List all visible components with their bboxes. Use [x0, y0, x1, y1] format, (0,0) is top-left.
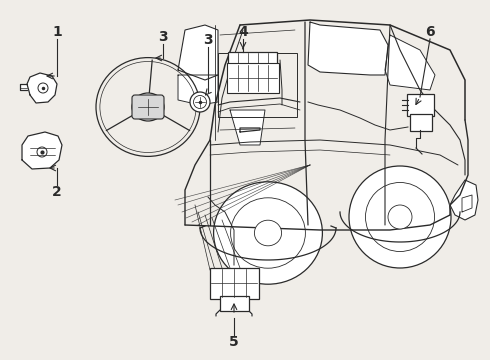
- Polygon shape: [178, 75, 218, 105]
- Text: 2: 2: [52, 185, 62, 199]
- FancyBboxPatch shape: [227, 51, 276, 81]
- Polygon shape: [462, 195, 472, 212]
- Polygon shape: [240, 128, 260, 132]
- Polygon shape: [385, 35, 435, 90]
- Polygon shape: [308, 22, 388, 75]
- FancyBboxPatch shape: [410, 113, 432, 131]
- FancyBboxPatch shape: [210, 267, 259, 298]
- Polygon shape: [248, 310, 252, 316]
- Polygon shape: [216, 310, 220, 316]
- Ellipse shape: [349, 166, 451, 268]
- Polygon shape: [27, 73, 57, 103]
- FancyBboxPatch shape: [407, 94, 434, 116]
- FancyBboxPatch shape: [220, 296, 248, 310]
- Text: 3: 3: [158, 30, 168, 44]
- Polygon shape: [20, 84, 27, 90]
- FancyBboxPatch shape: [227, 63, 279, 93]
- Text: 1: 1: [52, 25, 62, 39]
- Ellipse shape: [132, 93, 164, 121]
- Text: 3: 3: [203, 33, 213, 47]
- Ellipse shape: [214, 182, 322, 284]
- Polygon shape: [22, 132, 62, 169]
- Text: 6: 6: [425, 25, 435, 39]
- Text: 5: 5: [229, 335, 239, 349]
- Ellipse shape: [190, 92, 210, 112]
- Polygon shape: [230, 110, 265, 145]
- Text: 4: 4: [238, 25, 248, 39]
- Ellipse shape: [254, 220, 282, 246]
- Ellipse shape: [388, 205, 412, 229]
- Polygon shape: [178, 25, 218, 80]
- Polygon shape: [450, 180, 478, 220]
- FancyBboxPatch shape: [132, 95, 164, 119]
